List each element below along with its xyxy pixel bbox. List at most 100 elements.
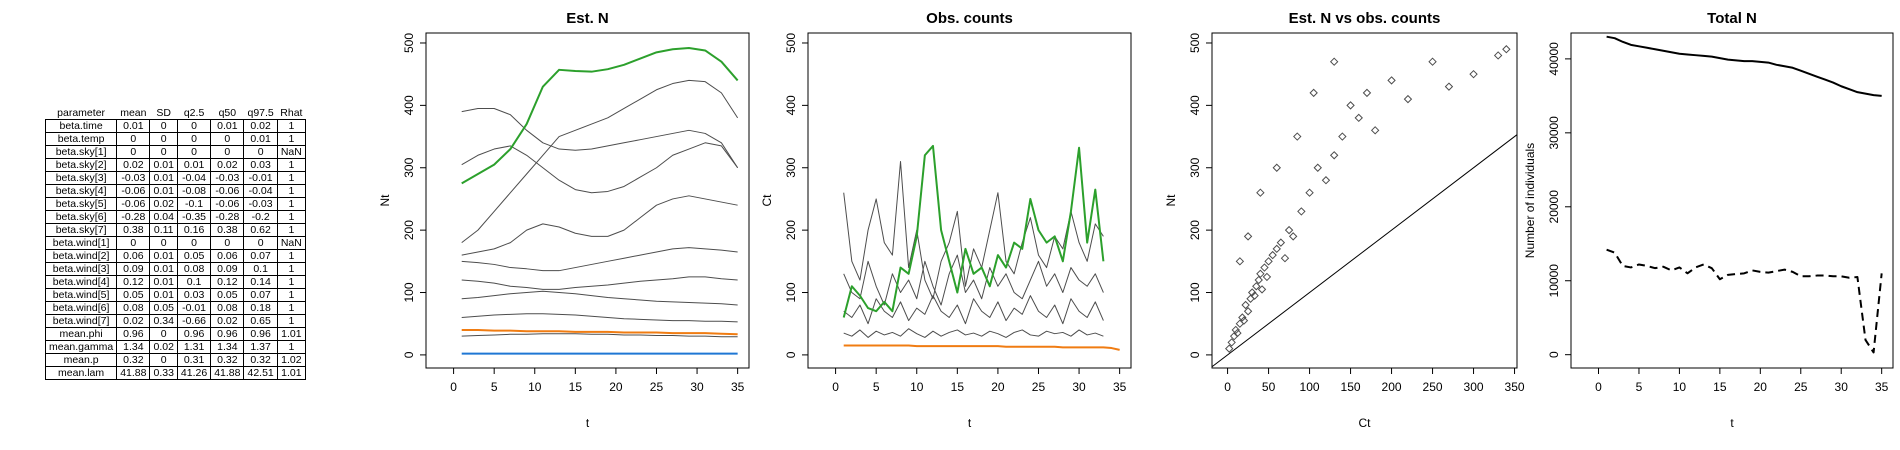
column-header: q97.5 [247,107,274,119]
x-tick-label: 50 [1262,380,1276,394]
scatter-point [1239,316,1249,325]
x-tick-label: 150 [1341,380,1361,394]
x-tick-label: 25 [1794,380,1808,394]
scatter-point [1260,263,1269,272]
y-tick-label: 200 [784,220,798,240]
x-tick-label: 0 [450,380,457,394]
table-cell: 0.01 [210,119,245,133]
data-line [461,79,739,244]
y-tick-label: 0 [784,351,798,358]
table-cell: 0.02 [243,119,278,133]
table-cell: -0.03 [243,197,278,211]
table-cell: 0.02 [116,314,151,328]
y-tick-label: 400 [402,95,416,115]
scatter-point [1354,113,1363,123]
x-tick-label: 200 [1382,380,1402,394]
scatter-point [1252,282,1261,291]
header-row: parameter mean SD q2.5 q50 q97.5 Rhat [46,107,306,120]
data-line [461,276,738,290]
table-cell: 1.01 [276,327,306,341]
x-tick-label: 35 [1113,380,1127,394]
scatter-point [1235,257,1245,266]
table-cell: 0.16 [176,223,212,237]
scatter-point [1272,163,1281,172]
scatter-point [1387,76,1396,85]
table-row: beta.wind[4] 0.12 0.01 0.1 0.12 0.14 1 [44,275,306,289]
y-tick-label: 40000 [1547,42,1561,76]
data-line [461,290,738,306]
x-axis-label: Ct [1359,416,1372,430]
y-tick-label: 300 [1188,157,1202,177]
scatter-point [1329,57,1339,66]
y-tick-label: 200 [402,220,416,240]
table-cell: 0.08 [116,301,151,315]
column-header: parameter [57,107,106,119]
x-tick-label: 20 [609,380,623,394]
table-cell: beta.sky[4] [44,184,118,198]
scatter-point [1243,307,1253,316]
x-axis-label: t [1730,416,1734,430]
table-cell: mean.phi [44,327,118,341]
data-line [843,328,1104,338]
table-cell: -0.66 [176,314,212,328]
scatter-point [1444,82,1454,91]
scatter-point [1241,300,1250,310]
y-tick-label: 500 [784,33,798,53]
table-cell: 1.01 [276,366,306,380]
x-tick-label: 25 [650,380,664,394]
data-line [461,142,739,194]
y-tick-label: 100 [784,282,798,302]
data-line [461,333,738,338]
x-tick-label: 15 [951,380,965,394]
y-tick-label: 100 [402,282,416,302]
column-header: Rhat [280,107,303,119]
plot-box [807,32,1132,369]
table-cell: 0.02 [149,340,178,354]
scatter-point [1370,126,1380,135]
table-cell: 0.05 [210,288,245,302]
scatter-point [1502,45,1511,54]
scatter-point [1309,88,1318,98]
scatter-point [1346,101,1355,110]
table-cell: 0.04 [149,210,178,224]
scatter-point [1305,188,1314,197]
data-line [461,107,739,169]
y-axis-label: Number of individuals [1523,143,1537,258]
scatter-point [1250,291,1259,300]
table-cell: 1.31 [176,340,212,354]
plot-box [1211,32,1518,369]
x-tick-label: 10 [910,380,924,394]
table-cell: 42.51 [243,366,278,380]
x-tick-label: 20 [1754,380,1768,394]
y-axis-label: Nt [378,194,392,207]
scatter-point [1225,344,1234,353]
table-cell: -0.06 [210,197,245,211]
x-tick-label: 100 [1300,380,1320,394]
table-row: beta.wind[2] 0.06 0.01 0.05 0.06 0.07 1 [44,249,306,263]
x-tick-label: 35 [1875,380,1889,394]
table-row: beta.sky[4] -0.06 0.01 -0.08 -0.06 -0.04 1 [44,184,306,198]
scatter-point [1272,244,1281,254]
x-tick-label: 350 [1505,380,1525,394]
table-cell: 0.96 [210,327,245,341]
table-cell: 0.34 [149,314,178,328]
y-tick-label: 0 [1188,351,1202,358]
x-tick-label: 30 [1835,380,1849,394]
x-tick-label: 250 [1423,380,1443,394]
table-row: beta.sky[6] -0.28 0.04 -0.35 -0.28 -0.2 1 [44,210,306,224]
scatter-point [1338,132,1347,141]
x-tick-label: 5 [1636,380,1643,394]
scatter-point [1321,176,1331,185]
scatter-point [1280,253,1290,263]
table-cell: beta.wind[1] [44,236,118,250]
data-line [842,144,1105,318]
table-row: mean.lam 41.88 0.33 41.26 41.88 42.51 1.01 [44,366,306,380]
table-cell: -0.08 [176,184,212,198]
y-axis-label: Nt [1164,194,1178,207]
y-tick-label: 500 [402,33,416,53]
table-cell: 41.88 [210,366,245,380]
scatter-point [1469,69,1478,79]
plot-box [1570,32,1894,369]
